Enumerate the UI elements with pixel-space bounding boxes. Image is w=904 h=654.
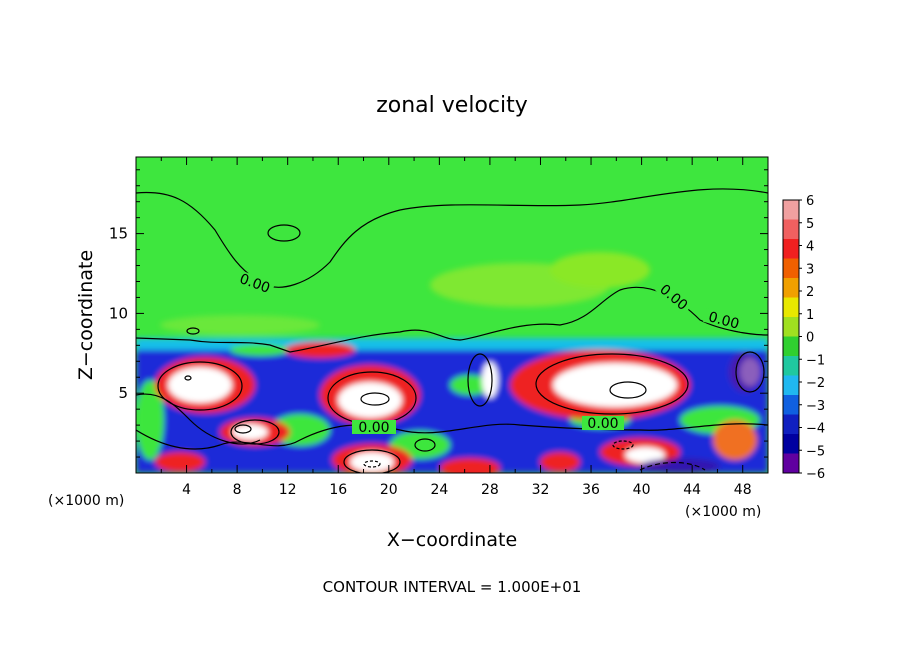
colorbar-label: 0 (806, 331, 814, 346)
heatmap-field (136, 157, 768, 473)
colorbar-swatch (783, 453, 799, 474)
colorbar-label: 2 (806, 285, 814, 300)
x-tick-label: 28 (481, 482, 499, 498)
x-axis-ticks: 4 8 12 16 20 24 28 32 36 40 44 48 (160, 157, 752, 498)
colorbar-swatch (783, 356, 799, 376)
contour-label-backgrounds (234, 269, 746, 434)
colorbar-swatch (783, 258, 799, 279)
colorbar-label: −2 (806, 376, 825, 391)
contour-label: 0.00 (707, 309, 741, 333)
x-tick-label: 32 (532, 482, 550, 498)
y-tick-label: 5 (118, 384, 128, 402)
chart-title: zonal velocity (376, 93, 528, 118)
colorbar-swatch (783, 375, 799, 396)
colorbar-swatch (783, 317, 799, 337)
x-tick-label: 44 (683, 482, 701, 498)
colorbar-label: 6 (806, 194, 814, 209)
colorbar-label: −4 (806, 422, 825, 437)
contour-label: 0.00 (358, 420, 389, 436)
x-tick-label: 20 (380, 482, 398, 498)
contour-interval-note: CONTOUR INTERVAL = 1.000E+01 (323, 578, 582, 596)
colorbar-label: −6 (806, 467, 825, 482)
colorbar-swatch (783, 239, 799, 259)
x-axis-label: X−coordinate (387, 529, 517, 551)
colorbar-swatch (783, 414, 799, 435)
colorbar-label: 5 (806, 217, 814, 232)
colorbar-label: 3 (806, 262, 814, 277)
x-tick-label: 40 (633, 482, 651, 498)
x-tick-label: 4 (182, 482, 191, 498)
plot-frame (135, 156, 769, 474)
y-axis-ticks: 5 10 15 (109, 169, 768, 458)
colorbar-swatch (783, 297, 799, 318)
x-unit-left: (×1000 m) (48, 493, 124, 509)
colorbar-label: −1 (806, 353, 825, 368)
x-tick-label: 16 (329, 482, 347, 498)
colorbar-swatch (783, 336, 799, 357)
colorbar-swatch (783, 278, 799, 298)
colorbar-swatch (783, 219, 799, 240)
colorbar-label: 1 (806, 308, 814, 323)
colorbar-swatch (783, 434, 799, 454)
colorbar-swatch (783, 200, 799, 220)
x-tick-label: 24 (430, 482, 448, 498)
colorbar-label: 4 (806, 240, 814, 255)
field-patches (136, 252, 768, 473)
y-tick-label: 15 (109, 225, 128, 243)
colorbar-swatch (783, 395, 799, 415)
y-tick-label: 10 (109, 304, 128, 322)
colorbar-label: −5 (806, 444, 825, 459)
colorbar-label: −3 (806, 399, 825, 414)
contour-lines (136, 188, 768, 473)
x-tick-label: 12 (279, 482, 297, 498)
x-unit-right: (×1000 m) (685, 504, 761, 520)
x-tick-label: 48 (734, 482, 752, 498)
colorbar: 6 5 4 3 2 1 0 −1 −2 −3 −4 −5 −6 (782, 194, 825, 482)
y-axis-label: Z−coordinate (75, 250, 97, 380)
contour-label: 0.00 (587, 416, 618, 432)
x-tick-label: 8 (233, 482, 242, 498)
x-tick-label: 36 (582, 482, 600, 498)
